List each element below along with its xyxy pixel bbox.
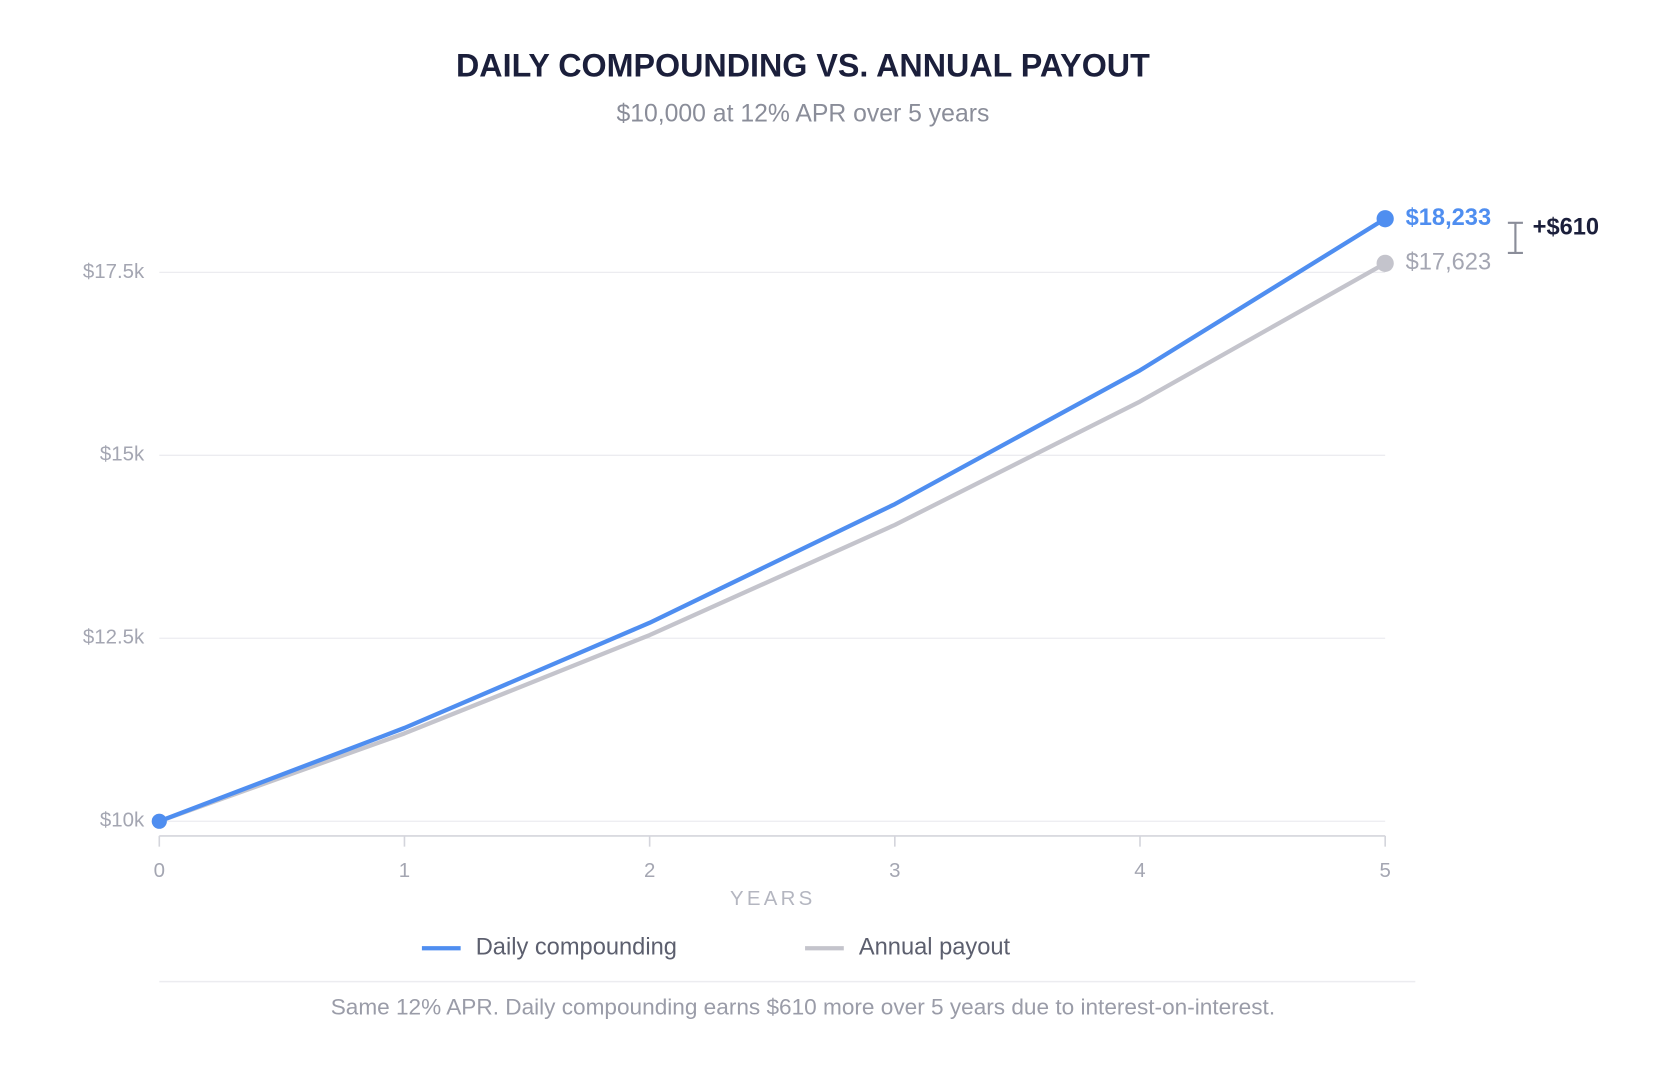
value-label: $18,233 xyxy=(1406,205,1492,231)
chart-title: DAILY COMPOUNDING VS. ANNUAL PAYOUT xyxy=(456,47,1150,83)
endpoint-dot xyxy=(151,813,167,829)
y-tick-label: $10k xyxy=(100,809,145,832)
series-line xyxy=(158,216,1387,824)
value-label: $17,623 xyxy=(1406,250,1492,276)
endpoint-dot xyxy=(1376,254,1394,272)
x-tick-label: 4 xyxy=(1134,859,1145,882)
x-tick-label: 5 xyxy=(1379,859,1390,882)
footnote: Same 12% APR. Daily compounding earns $6… xyxy=(331,994,1275,1019)
y-tick-label: $12.5k xyxy=(83,626,145,649)
legend-label: Annual payout xyxy=(859,935,1011,961)
difference-bracket xyxy=(1507,221,1523,255)
x-tick-label: 2 xyxy=(644,859,655,882)
legend-label: Daily compounding xyxy=(476,935,677,961)
series-line xyxy=(158,261,1387,824)
x-axis-label: YEARS xyxy=(730,887,815,910)
y-tick-label: $17.5k xyxy=(83,260,145,283)
x-tick-label: 0 xyxy=(154,859,165,882)
x-tick-label: 1 xyxy=(399,859,410,882)
y-tick-label: $15k xyxy=(100,443,145,466)
x-tick-label: 3 xyxy=(889,859,900,882)
difference-annotation: +$610 xyxy=(1533,214,1599,240)
endpoint-dot xyxy=(1376,210,1394,228)
chart-subtitle: $10,000 at 12% APR over 5 years xyxy=(616,101,989,128)
